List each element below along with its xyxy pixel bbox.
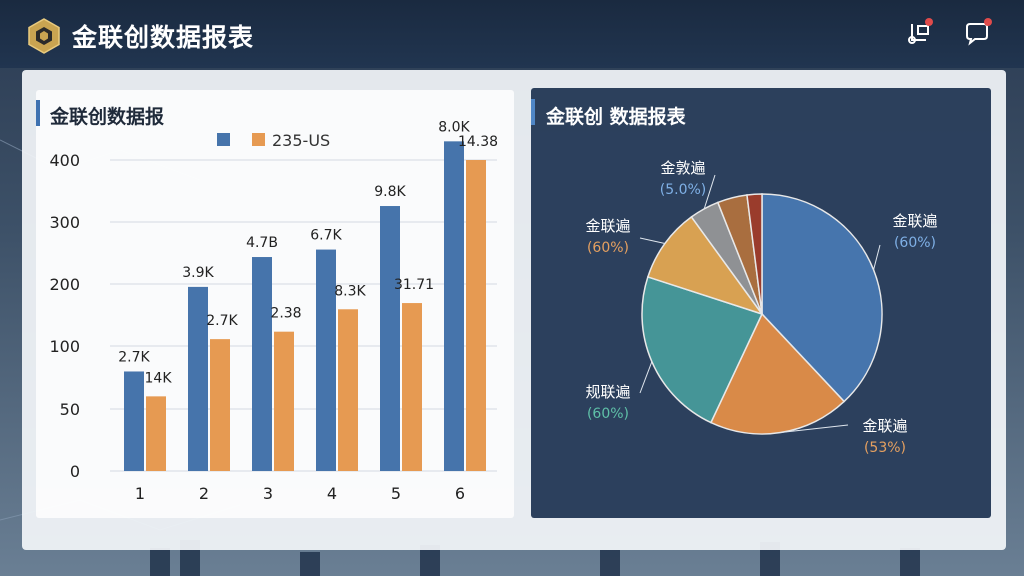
bar-series1 — [188, 286, 208, 471]
legend-swatch-blue — [217, 133, 230, 146]
pie-leader-line — [639, 237, 666, 244]
share-icon[interactable] — [904, 18, 934, 48]
y-tick-label: 100 — [49, 337, 80, 356]
pie-slice-label: 金敦遍 — [660, 159, 705, 177]
bar-data-label: 8.0K — [438, 119, 470, 135]
pie-slice-label: 规联遍 — [585, 383, 630, 401]
x-tick-label: 4 — [327, 484, 337, 503]
pie-slice-label: 金联遍 — [585, 217, 630, 235]
bar-data-label: 8.3K — [334, 283, 366, 299]
bar-series1 — [252, 257, 272, 471]
pie-leader-line — [703, 174, 716, 209]
legend-label: 235-US — [272, 131, 330, 150]
y-tick-label: 300 — [49, 213, 80, 232]
pie-slice — [646, 215, 764, 316]
pie-slice-label: 金联遍 — [892, 212, 937, 230]
pie-slice — [746, 193, 763, 315]
bar-data-label: 2.7K — [206, 313, 238, 329]
y-tick-label: 50 — [60, 400, 80, 419]
pie-leader-line — [780, 424, 849, 434]
pie-title-accent — [531, 99, 535, 125]
pie-slice-label: 金联遍 — [862, 417, 907, 435]
bar-data-label: 9.8K — [374, 184, 406, 200]
pie-leader-line — [873, 244, 881, 270]
bar-series2 — [210, 339, 230, 471]
y-tick-label: 0 — [70, 462, 80, 481]
x-tick-label: 3 — [263, 484, 273, 503]
logo-icon — [28, 18, 60, 54]
bar-data-label: 2.7K — [118, 349, 150, 365]
bar-series2 — [146, 396, 166, 471]
pie-slice-percent: (60%) — [894, 235, 936, 251]
pie-slice-percent: (60%) — [587, 240, 629, 256]
bar-series1 — [124, 371, 144, 471]
pie-slice — [709, 312, 846, 435]
bar-series2 — [338, 309, 358, 471]
pie-slice-percent: (60%) — [587, 406, 629, 422]
y-tick-label: 200 — [49, 275, 80, 294]
x-tick-label: 6 — [455, 484, 465, 503]
bar-series2 — [274, 331, 294, 471]
bar-series1 — [444, 141, 464, 471]
legend-swatch-orange — [252, 133, 265, 146]
bar-data-label: 14.38 — [458, 134, 498, 150]
bar-data-label: 31.71 — [394, 277, 434, 293]
pie-slice — [641, 275, 764, 424]
bar-series1 — [380, 206, 400, 471]
bar-data-label: 6.7K — [310, 228, 342, 244]
x-tick-label: 5 — [391, 484, 401, 503]
pie-slice-percent: (53%) — [864, 440, 906, 456]
chat-icon[interactable] — [962, 18, 992, 48]
title-accent — [36, 100, 40, 126]
pie-slice-percent: (5.0%) — [660, 182, 707, 198]
bar-data-label: 2.38 — [270, 306, 301, 322]
top-bar — [0, 0, 1024, 68]
x-tick-label: 1 — [135, 484, 145, 503]
x-tick-label: 2 — [199, 484, 209, 503]
y-tick-label: 400 — [49, 151, 80, 170]
bar-series2 — [466, 160, 486, 471]
bar-chart-title: 金联创数据报 — [50, 106, 165, 128]
app-title: 金联创数据报表 — [72, 23, 255, 52]
bar-data-label: 4.7B — [246, 235, 278, 251]
bar-series1 — [316, 249, 336, 471]
bar-data-label: 3.9K — [182, 265, 214, 281]
bar-series2 — [402, 303, 422, 471]
pie-leader-line — [639, 361, 653, 394]
bar-data-label: 14K — [145, 370, 173, 386]
pie-chart-title: 金联创 数据报表 — [546, 106, 686, 128]
